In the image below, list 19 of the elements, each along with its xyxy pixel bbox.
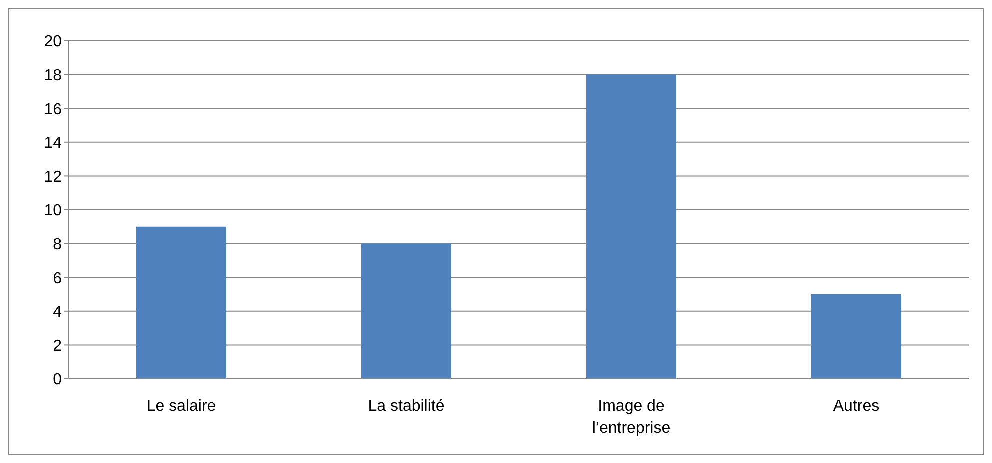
y-tick-label: 8 [53, 236, 62, 254]
bar [586, 74, 676, 379]
y-tick-label: 6 [53, 270, 62, 288]
y-tick-label: 10 [44, 202, 62, 220]
y-tick-label: 18 [44, 67, 62, 84]
x-tick-label: La stabilité [368, 398, 445, 415]
y-tick-label: 12 [44, 168, 62, 186]
y-tick-label: 14 [44, 135, 62, 152]
y-tick-label: 16 [44, 101, 62, 118]
bar [362, 244, 452, 379]
x-tick-label: Le salaire [146, 398, 216, 415]
bar [136, 226, 226, 379]
y-tick-label: 2 [53, 338, 62, 355]
bar [812, 294, 902, 379]
x-tick-label: Image de l’entreprise [592, 398, 671, 437]
x-tick-label: Autres [833, 398, 880, 415]
y-tick-label: 20 [44, 34, 62, 51]
y-tick-label: 0 [53, 372, 62, 389]
y-tick-label: 4 [53, 304, 62, 322]
